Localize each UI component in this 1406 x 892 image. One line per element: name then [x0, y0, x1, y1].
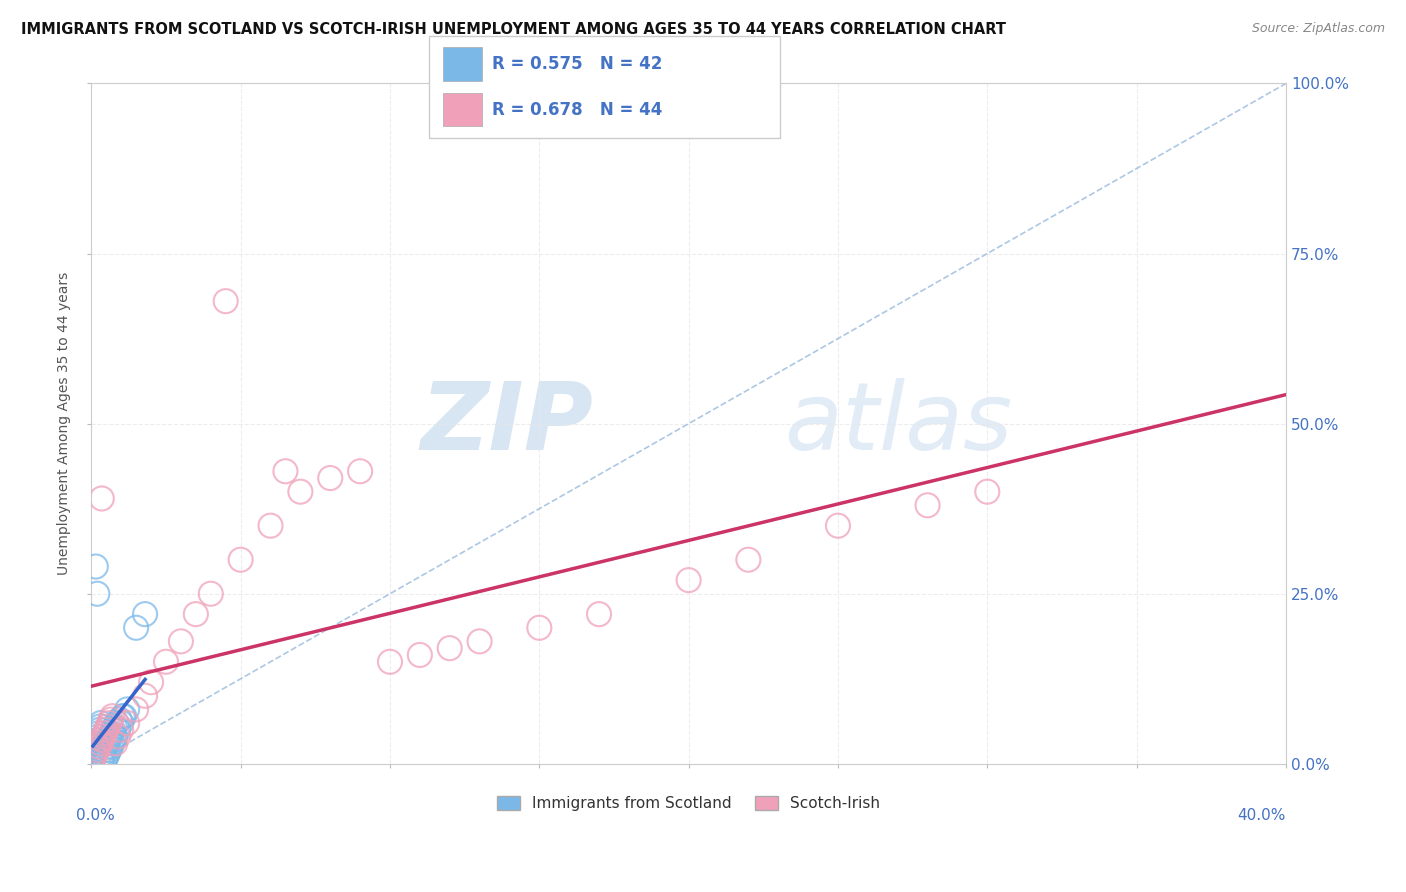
Point [82, 754, 104, 768]
Point [274, 464, 297, 478]
Point [134, 689, 156, 703]
Point [200, 587, 222, 601]
Point [96, 723, 118, 737]
Point [94, 754, 117, 768]
Text: 0.0%: 0.0% [76, 808, 115, 823]
Point [89, 723, 111, 737]
Point [125, 621, 148, 635]
Point [87, 730, 110, 744]
Point [110, 716, 132, 731]
Legend: Immigrants from Scotland, Scotch-Irish: Immigrants from Scotland, Scotch-Irish [491, 790, 886, 817]
Point [115, 702, 138, 716]
Point [917, 498, 939, 512]
Point [108, 713, 131, 727]
Point [84, 739, 107, 754]
Point [155, 655, 177, 669]
Point [96, 736, 118, 750]
Point [110, 723, 132, 737]
Point [112, 709, 135, 723]
Point [976, 484, 998, 499]
Point [105, 716, 128, 731]
Point [91, 747, 114, 761]
Point [82, 754, 104, 768]
Point [100, 713, 122, 727]
Point [97, 747, 120, 761]
Point [103, 733, 125, 747]
Point [107, 723, 129, 737]
Point [89, 736, 111, 750]
Point [529, 621, 551, 635]
Point [104, 730, 127, 744]
Point [98, 716, 121, 731]
Point [94, 739, 117, 754]
Point [84, 559, 107, 574]
Point [319, 471, 342, 485]
Point [96, 750, 118, 764]
Point [91, 730, 114, 744]
Point [125, 702, 148, 716]
Point [86, 736, 108, 750]
Point [83, 747, 105, 761]
Point [229, 552, 252, 566]
Point [93, 743, 115, 757]
Point [139, 675, 162, 690]
Text: atlas: atlas [785, 378, 1012, 469]
Point [90, 716, 112, 731]
Point [104, 719, 127, 733]
Point [97, 719, 120, 733]
Point [107, 730, 129, 744]
Point [87, 739, 110, 754]
Point [588, 607, 610, 622]
Point [259, 518, 281, 533]
Point [409, 648, 432, 662]
Point [678, 573, 700, 587]
Point [104, 736, 127, 750]
Point [349, 464, 371, 478]
Point [100, 739, 122, 754]
Text: Source: ZipAtlas.com: Source: ZipAtlas.com [1251, 22, 1385, 36]
Point [101, 736, 124, 750]
Point [90, 491, 112, 506]
Point [83, 743, 105, 757]
Point [97, 733, 120, 747]
Text: R = 0.575   N = 42: R = 0.575 N = 42 [492, 55, 662, 73]
Text: 40.0%: 40.0% [1237, 808, 1286, 823]
Point [86, 743, 108, 757]
Point [89, 719, 111, 733]
Point [170, 634, 193, 648]
Point [184, 607, 207, 622]
Point [215, 294, 238, 309]
Point [83, 750, 105, 764]
Y-axis label: Unemployment Among Ages 35 to 44 years: Unemployment Among Ages 35 to 44 years [58, 272, 72, 575]
Point [101, 723, 124, 737]
Text: IMMIGRANTS FROM SCOTLAND VS SCOTCH-IRISH UNEMPLOYMENT AMONG AGES 35 TO 44 YEARS : IMMIGRANTS FROM SCOTLAND VS SCOTCH-IRISH… [21, 22, 1007, 37]
Point [84, 747, 107, 761]
Point [98, 743, 121, 757]
Point [94, 726, 117, 740]
Point [111, 709, 134, 723]
Point [87, 726, 110, 740]
Point [86, 733, 108, 747]
Point [827, 518, 849, 533]
Point [737, 552, 759, 566]
Point [86, 587, 108, 601]
Point [98, 730, 121, 744]
Point [90, 733, 112, 747]
Point [439, 641, 461, 656]
Text: ZIP: ZIP [420, 377, 593, 469]
Point [83, 750, 105, 764]
Point [378, 655, 401, 669]
Point [290, 484, 312, 499]
Point [91, 750, 114, 764]
Point [468, 634, 491, 648]
Text: R = 0.678   N = 44: R = 0.678 N = 44 [492, 101, 662, 119]
Point [134, 607, 156, 622]
Point [101, 709, 124, 723]
Point [115, 716, 138, 731]
Point [100, 726, 122, 740]
Point [90, 754, 112, 768]
